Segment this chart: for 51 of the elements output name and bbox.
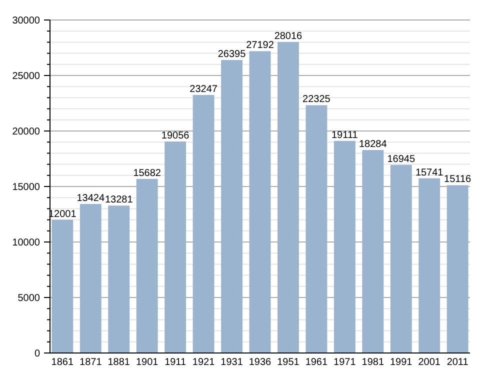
x-tick-label: 1936 xyxy=(248,357,272,368)
x-tick-label: 1971 xyxy=(334,357,356,368)
data-label: 28016 xyxy=(274,31,303,42)
data-label: 15682 xyxy=(133,168,162,179)
y-tick-label: 30000 xyxy=(12,16,40,26)
bar xyxy=(390,164,412,353)
x-tick-label: 1981 xyxy=(362,357,384,368)
bar xyxy=(221,60,242,353)
bar xyxy=(446,185,468,353)
bar xyxy=(249,51,271,353)
bar xyxy=(52,220,74,353)
x-tick-label: 1921 xyxy=(192,357,216,368)
data-label: 19056 xyxy=(161,130,190,142)
data-label: 18284 xyxy=(358,139,388,150)
x-tick-label: 1881 xyxy=(108,357,130,368)
data-label: 13281 xyxy=(104,194,134,206)
x-tick-label: 2011 xyxy=(446,357,469,368)
y-tick-label: 25000 xyxy=(12,71,40,82)
data-label: 15116 xyxy=(444,174,472,186)
y-tick-label: 10000 xyxy=(12,238,40,248)
data-label: 13424 xyxy=(76,192,105,204)
data-label: 15741 xyxy=(415,167,444,178)
y-tick-label: 5000 xyxy=(18,293,40,304)
x-tick-label: 1951 xyxy=(277,357,300,368)
bar xyxy=(278,42,299,353)
data-label: 23247 xyxy=(190,84,218,95)
y-tick-label: 15000 xyxy=(12,182,40,193)
x-tick-label: 2001 xyxy=(418,357,441,368)
bar xyxy=(362,150,384,353)
bar xyxy=(80,204,102,353)
data-label: 27192 xyxy=(246,40,274,52)
x-tick-label: 1911 xyxy=(164,357,187,368)
x-tick-label: 1861 xyxy=(51,357,74,368)
bar xyxy=(164,141,186,353)
bar xyxy=(136,178,158,353)
bar xyxy=(306,105,328,353)
data-label: 22325 xyxy=(302,94,331,106)
y-tick-label: 20000 xyxy=(12,126,40,138)
x-tick-label: 1901 xyxy=(136,357,159,368)
x-tick-label: 1961 xyxy=(305,357,328,368)
data-label: 16945 xyxy=(387,154,416,165)
y-tick-label: 0 xyxy=(34,348,40,360)
data-label: 26395 xyxy=(218,49,246,60)
bar xyxy=(108,206,130,353)
bar xyxy=(334,140,356,353)
bar xyxy=(192,94,214,353)
x-tick-label: 1991 xyxy=(390,357,413,368)
data-label: 19111 xyxy=(332,130,358,141)
bar xyxy=(418,178,440,353)
x-tick-label: 1931 xyxy=(220,357,244,368)
x-tick-label: 1871 xyxy=(80,357,102,368)
